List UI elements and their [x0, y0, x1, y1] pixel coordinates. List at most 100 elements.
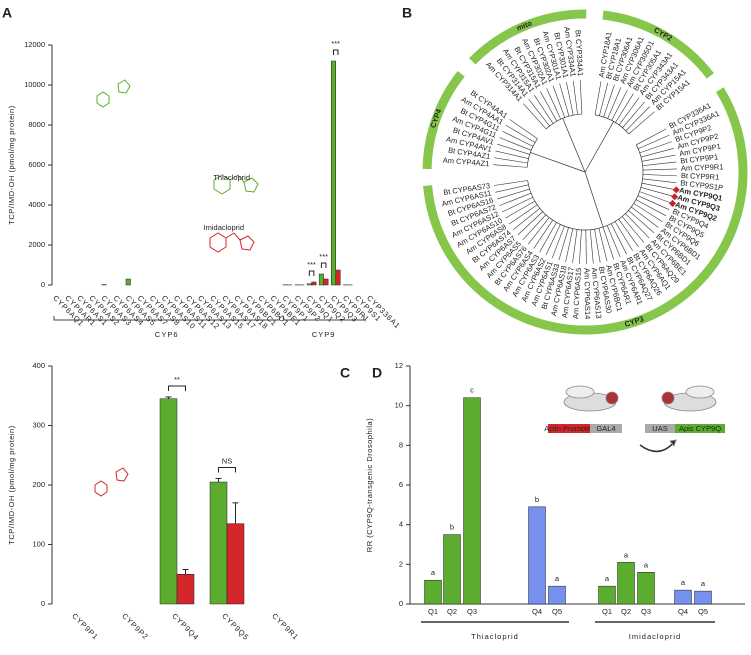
- tree-branch: [493, 164, 528, 168]
- leaf-label: Am CYP9R1: [681, 162, 724, 172]
- clade-ring: [423, 87, 748, 335]
- significance-bracket: [218, 466, 236, 473]
- significance-letter: a: [624, 550, 629, 559]
- tree-clade: [527, 144, 644, 231]
- tree-branch: [639, 141, 672, 154]
- tree-branch: [625, 106, 650, 131]
- tree-branch: [639, 191, 672, 204]
- panel-label: A: [2, 5, 12, 21]
- bar: [637, 572, 655, 605]
- tree-branch: [505, 124, 536, 143]
- tree-branch: [641, 182, 676, 190]
- tree-branch: [641, 154, 676, 162]
- y-tick-label: 8000: [28, 120, 45, 129]
- tree-branch: [499, 137, 532, 151]
- tree-branch: [559, 83, 570, 117]
- tree-branch: [508, 204, 538, 225]
- tree-branch: [610, 223, 627, 255]
- tree-branch: [622, 101, 645, 128]
- y-tick-label: 100: [32, 539, 45, 548]
- y-tick-label: 2: [399, 559, 403, 568]
- tree-branch: [572, 80, 578, 115]
- tree-branch: [579, 229, 582, 264]
- significance-bracket: [320, 262, 327, 268]
- tree-branch: [502, 196, 533, 213]
- tree-branch: [585, 229, 587, 264]
- significance-bracket: [168, 385, 186, 391]
- tree-branch: [640, 187, 674, 197]
- bar: [424, 579, 442, 605]
- y-tick-label: 10000: [24, 80, 45, 89]
- bar: [335, 269, 341, 286]
- y-axis-label: TCP/IMD-OH (pmol/mg protein): [7, 105, 16, 224]
- tree-branch: [598, 228, 608, 262]
- y-tick-label: 4: [399, 520, 403, 529]
- tree-clade: [545, 113, 586, 173]
- leaf-label: Am CYP6AS14: [582, 268, 592, 319]
- tree-branch: [594, 229, 601, 263]
- tree-branch: [572, 229, 578, 264]
- tree-branch: [579, 80, 583, 115]
- x-tick-label: Q1: [602, 607, 612, 616]
- bar: [318, 273, 324, 286]
- x-tick-label: CYP9R1: [270, 611, 300, 641]
- tree-branch: [528, 99, 550, 127]
- y-tick-label: 400: [32, 361, 45, 370]
- tree-branch: [635, 199, 667, 217]
- tree-clade: [526, 138, 586, 173]
- tree-branch: [615, 93, 634, 123]
- tree-branch: [640, 147, 674, 158]
- tree-branch: [642, 161, 677, 166]
- tree-branch: [497, 143, 530, 155]
- y-tick-label: 0: [41, 280, 45, 289]
- panel-label: B: [402, 5, 412, 21]
- group-bracket: [53, 316, 280, 321]
- x-tick-label: CYP9Q5: [220, 611, 251, 642]
- bar: [226, 523, 245, 605]
- significance-label: ***: [319, 252, 328, 261]
- leaf-label: Bt CYP9R1: [681, 171, 720, 182]
- significance-label: **: [174, 375, 180, 384]
- x-tick-label: Q2: [621, 607, 631, 616]
- significance-bracket: [332, 49, 339, 55]
- y-axis-label: TCP/IMD-OH (pmol/mg protein): [7, 425, 16, 544]
- y-tick-label: 6000: [28, 160, 45, 169]
- tree-branch: [496, 188, 530, 200]
- compound-label: Imidacloprid: [204, 223, 244, 232]
- tree-clade: [584, 114, 630, 173]
- tree-branch: [513, 208, 540, 230]
- significance-label: ***: [331, 39, 340, 48]
- tree-branch: [628, 210, 655, 234]
- tree-branch: [638, 134, 670, 150]
- bar: [598, 585, 616, 605]
- y-tick-label: 12: [395, 361, 403, 370]
- bar: [617, 562, 635, 605]
- significance-letter: a: [605, 574, 610, 583]
- tree-branch: [534, 95, 554, 124]
- significance-letter: b: [535, 495, 539, 504]
- clade-label: CYP4: [428, 107, 443, 129]
- x-tick-label: Q4: [532, 607, 542, 616]
- tree-branch: [614, 221, 633, 251]
- panel-label: C: [340, 365, 350, 381]
- bar: [125, 278, 131, 286]
- tree-branch: [539, 222, 557, 253]
- bar: [463, 397, 481, 605]
- tree-branch: [631, 206, 659, 228]
- x-tick-label: CYP9P1: [70, 611, 100, 641]
- panel-label: D: [372, 365, 382, 381]
- construct-box: [645, 424, 675, 433]
- highlight-marker: [668, 199, 677, 207]
- y-tick-label: 300: [32, 420, 45, 429]
- tree-branch: [523, 103, 547, 130]
- tree-branch: [499, 192, 532, 206]
- construct-box: [675, 424, 725, 433]
- y-tick-label: 10: [395, 401, 403, 410]
- group-label: CYP9: [312, 330, 336, 339]
- tree-branch: [611, 90, 628, 121]
- bar: [311, 281, 317, 286]
- tree-branch: [493, 180, 528, 186]
- significance-letter: a: [701, 579, 706, 588]
- leaf-label: Am CYP6AS15: [571, 268, 583, 320]
- leaf-label: Bt CYP334A1: [574, 30, 585, 77]
